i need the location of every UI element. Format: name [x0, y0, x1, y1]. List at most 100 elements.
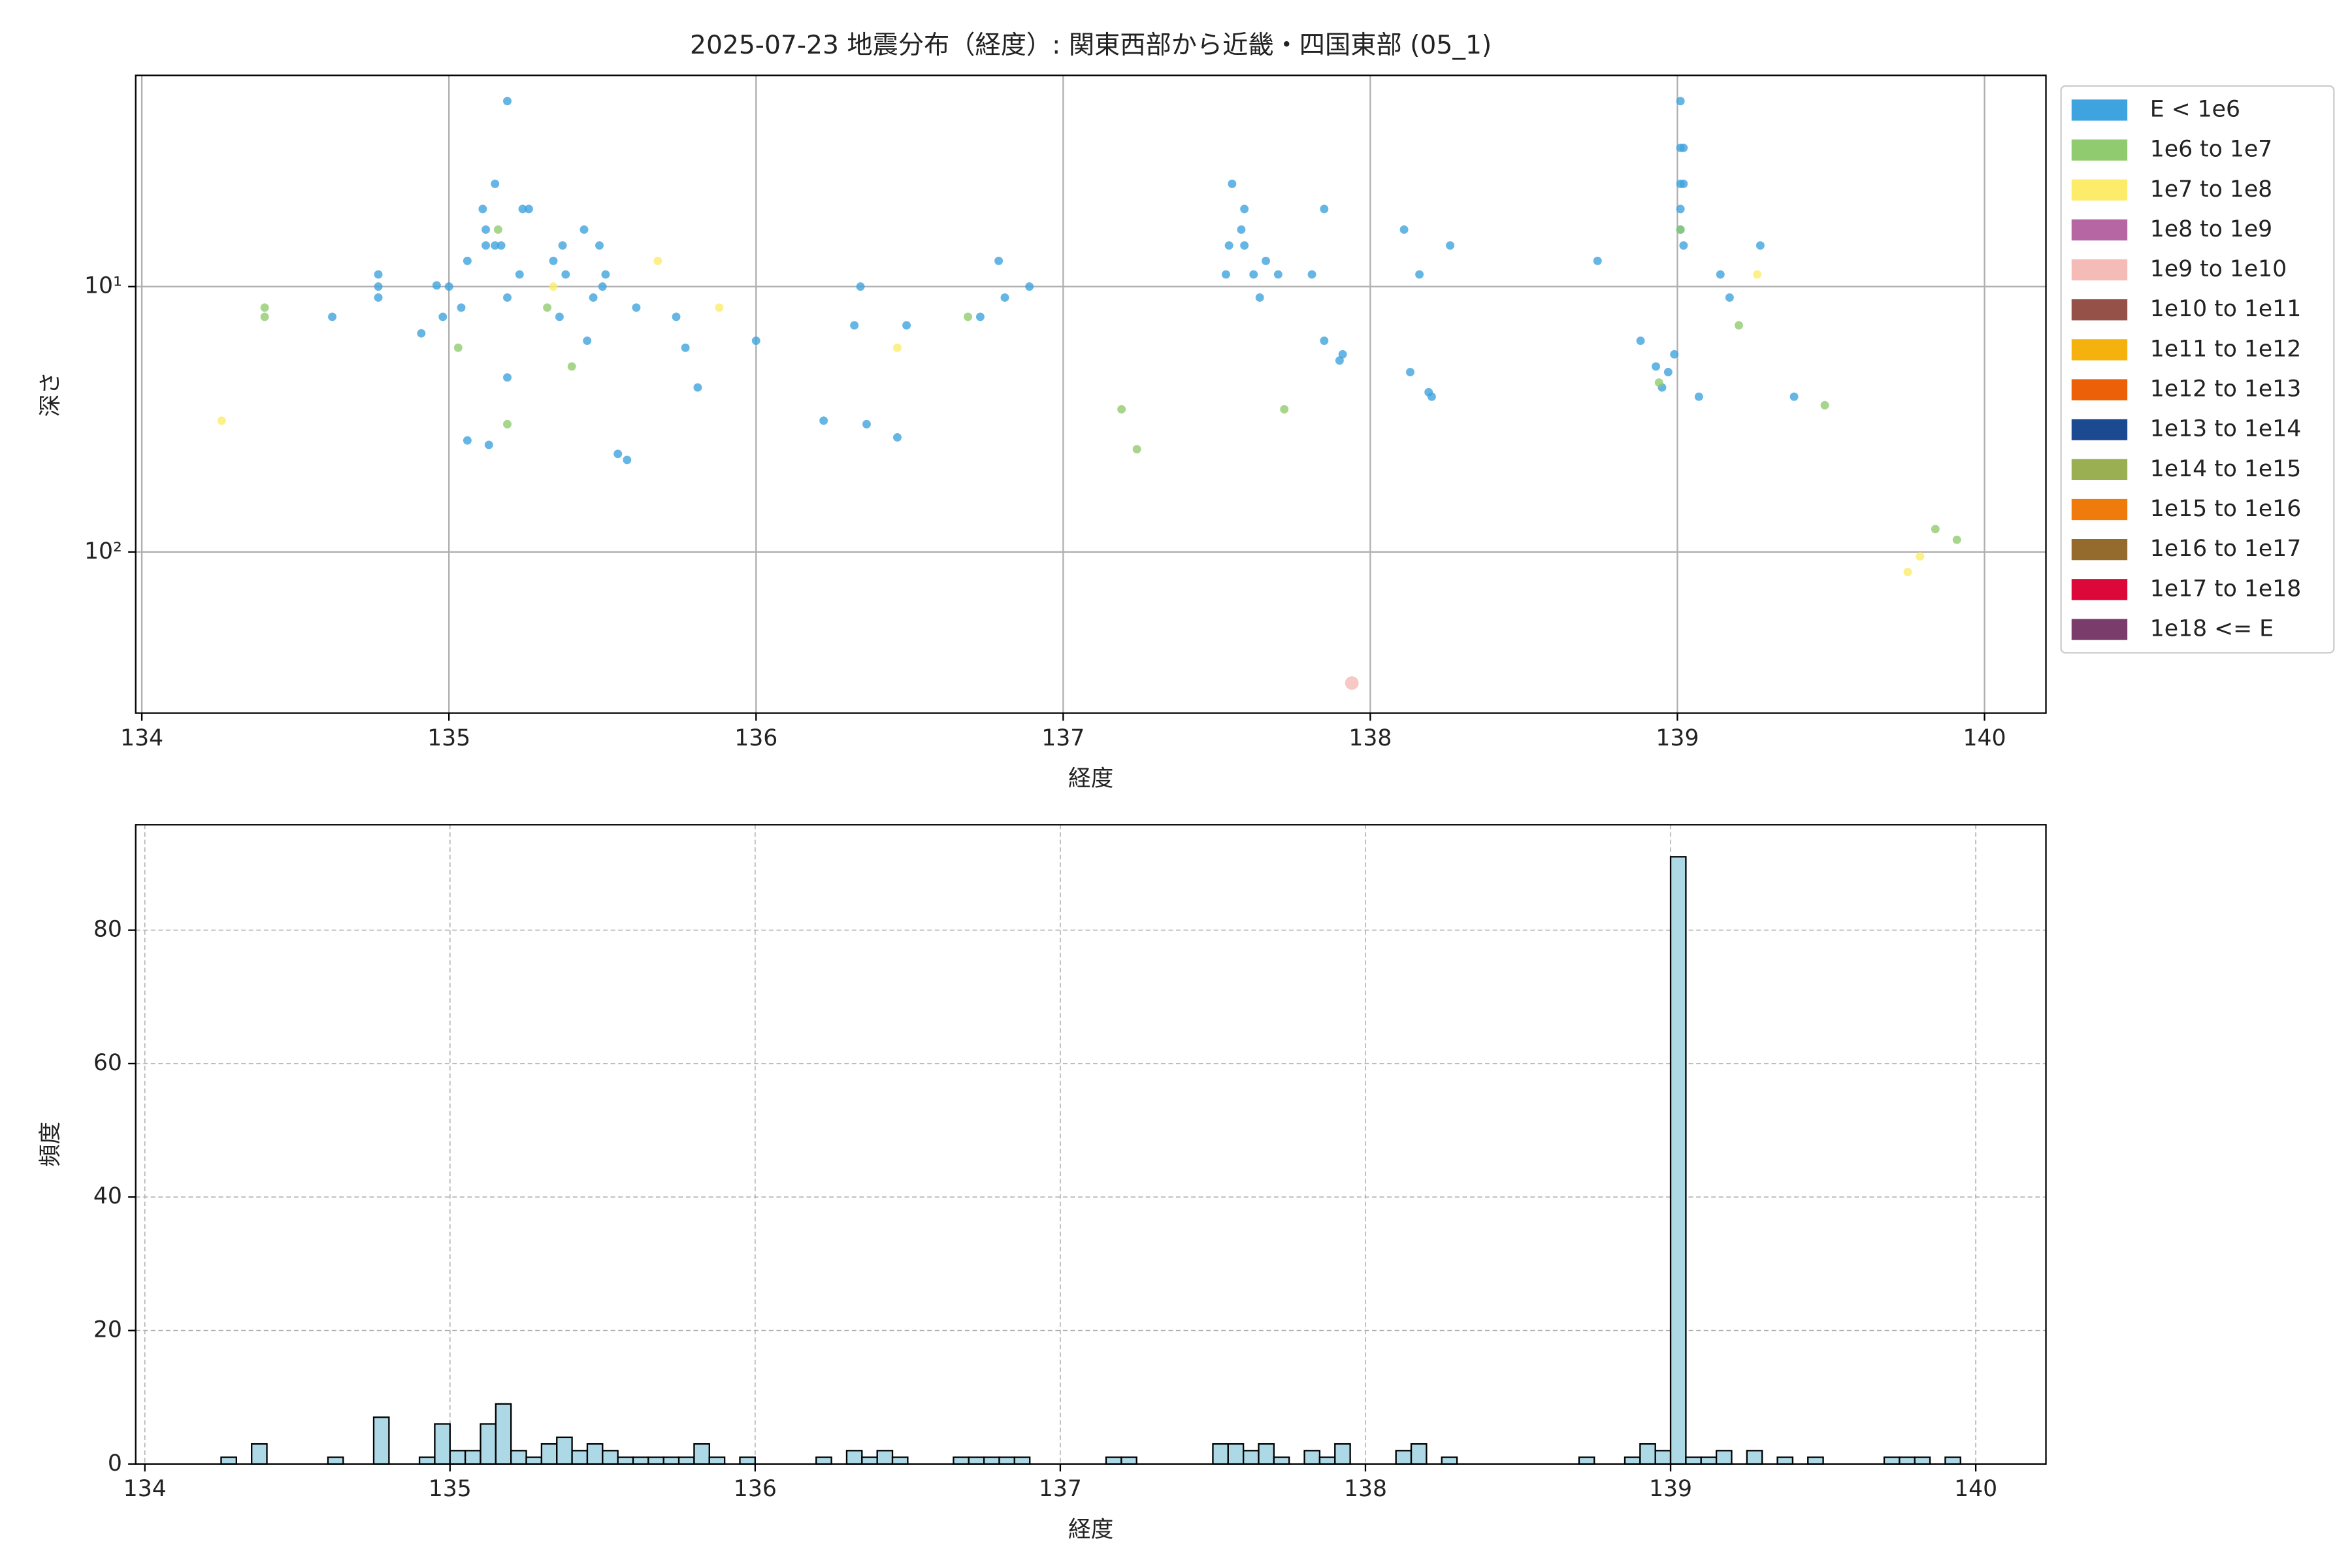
point [417, 329, 426, 338]
bar [1669, 856, 1687, 1465]
bar [556, 1436, 573, 1465]
bar [968, 1456, 985, 1465]
point [623, 455, 632, 465]
point [374, 293, 383, 302]
legend-swatch [2071, 339, 2128, 361]
point [819, 416, 828, 425]
bar [327, 1456, 344, 1465]
point [1679, 179, 1688, 188]
point [1262, 256, 1271, 265]
point [217, 416, 226, 425]
bar [1212, 1443, 1229, 1465]
y-tick-label: 20 [93, 1316, 122, 1343]
legend-swatch [2071, 419, 2128, 440]
legend-swatch [2071, 619, 2128, 640]
y-tick-label: 40 [93, 1183, 122, 1209]
point [583, 336, 592, 346]
point [549, 256, 558, 265]
point [1224, 241, 1233, 250]
point [1735, 321, 1743, 330]
plot-frame [135, 74, 2047, 714]
bar [1624, 1456, 1641, 1465]
point [850, 321, 859, 330]
bar [571, 1450, 589, 1465]
bar [1303, 1450, 1321, 1465]
legend-label: 1e17 to 1e18 [2150, 576, 2301, 602]
point [1676, 97, 1685, 106]
bar [586, 1443, 604, 1465]
bar [1105, 1456, 1122, 1465]
bar [1578, 1456, 1595, 1465]
point [598, 282, 607, 291]
bar [1227, 1443, 1245, 1465]
x-tick-label: 134 [120, 725, 163, 751]
legend-swatch [2071, 459, 2128, 480]
bar [693, 1443, 710, 1465]
bar [891, 1456, 909, 1465]
bar [632, 1456, 649, 1465]
point [1679, 241, 1688, 250]
point [1255, 293, 1264, 302]
point [1756, 241, 1765, 250]
point [1931, 525, 1940, 534]
point [715, 303, 724, 312]
bar [1685, 1456, 1702, 1465]
x-tick-label: 135 [429, 1476, 472, 1502]
bar [662, 1456, 680, 1465]
bar [449, 1450, 466, 1465]
point [1654, 378, 1663, 387]
point [1335, 356, 1344, 365]
point [994, 256, 1004, 265]
bar [1914, 1456, 1931, 1465]
point [1670, 350, 1679, 359]
point [902, 321, 911, 330]
point [1636, 336, 1645, 346]
bar [1807, 1456, 1824, 1465]
point [893, 343, 902, 352]
bar [602, 1450, 619, 1465]
point [1415, 270, 1424, 279]
point [975, 312, 985, 321]
bar [1318, 1456, 1336, 1465]
x-tick-label: 137 [1041, 725, 1085, 751]
bar [1013, 1456, 1031, 1465]
bar [1944, 1456, 1961, 1465]
y-tick-label: 10¹ [84, 273, 122, 299]
x-tick-label: 135 [427, 725, 470, 751]
y-tick-label: 0 [108, 1450, 122, 1477]
x-tick-label: 140 [1963, 725, 2006, 751]
point [589, 293, 598, 302]
point [751, 336, 760, 346]
point [484, 440, 493, 449]
legend-label: 1e16 to 1e17 [2150, 536, 2301, 562]
legend-box [2060, 85, 2335, 654]
bar [1395, 1450, 1413, 1465]
y-tick-label: 10² [84, 538, 122, 564]
bar [1883, 1456, 1901, 1465]
bar [861, 1456, 878, 1465]
bar [647, 1456, 664, 1465]
point [432, 281, 441, 290]
point [453, 343, 463, 352]
legend-swatch [2071, 139, 2128, 161]
point [1307, 270, 1316, 279]
legend-label: 1e9 to 1e10 [2150, 256, 2287, 282]
point [260, 312, 269, 321]
point [613, 449, 623, 459]
x-axis-label: 経度 [1068, 1516, 1113, 1543]
point [693, 383, 702, 392]
point [260, 303, 269, 312]
point [1280, 404, 1289, 414]
legend-label: 1e8 to 1e9 [2150, 216, 2272, 242]
point [1240, 204, 1249, 214]
bar [510, 1450, 527, 1465]
bar [1715, 1450, 1733, 1465]
bar [1334, 1443, 1351, 1465]
legend-label: 1e18 <= E [2150, 615, 2274, 642]
point [1694, 392, 1703, 401]
bar [678, 1456, 695, 1465]
bar [418, 1456, 436, 1465]
bar [1242, 1450, 1260, 1465]
point [580, 225, 589, 234]
